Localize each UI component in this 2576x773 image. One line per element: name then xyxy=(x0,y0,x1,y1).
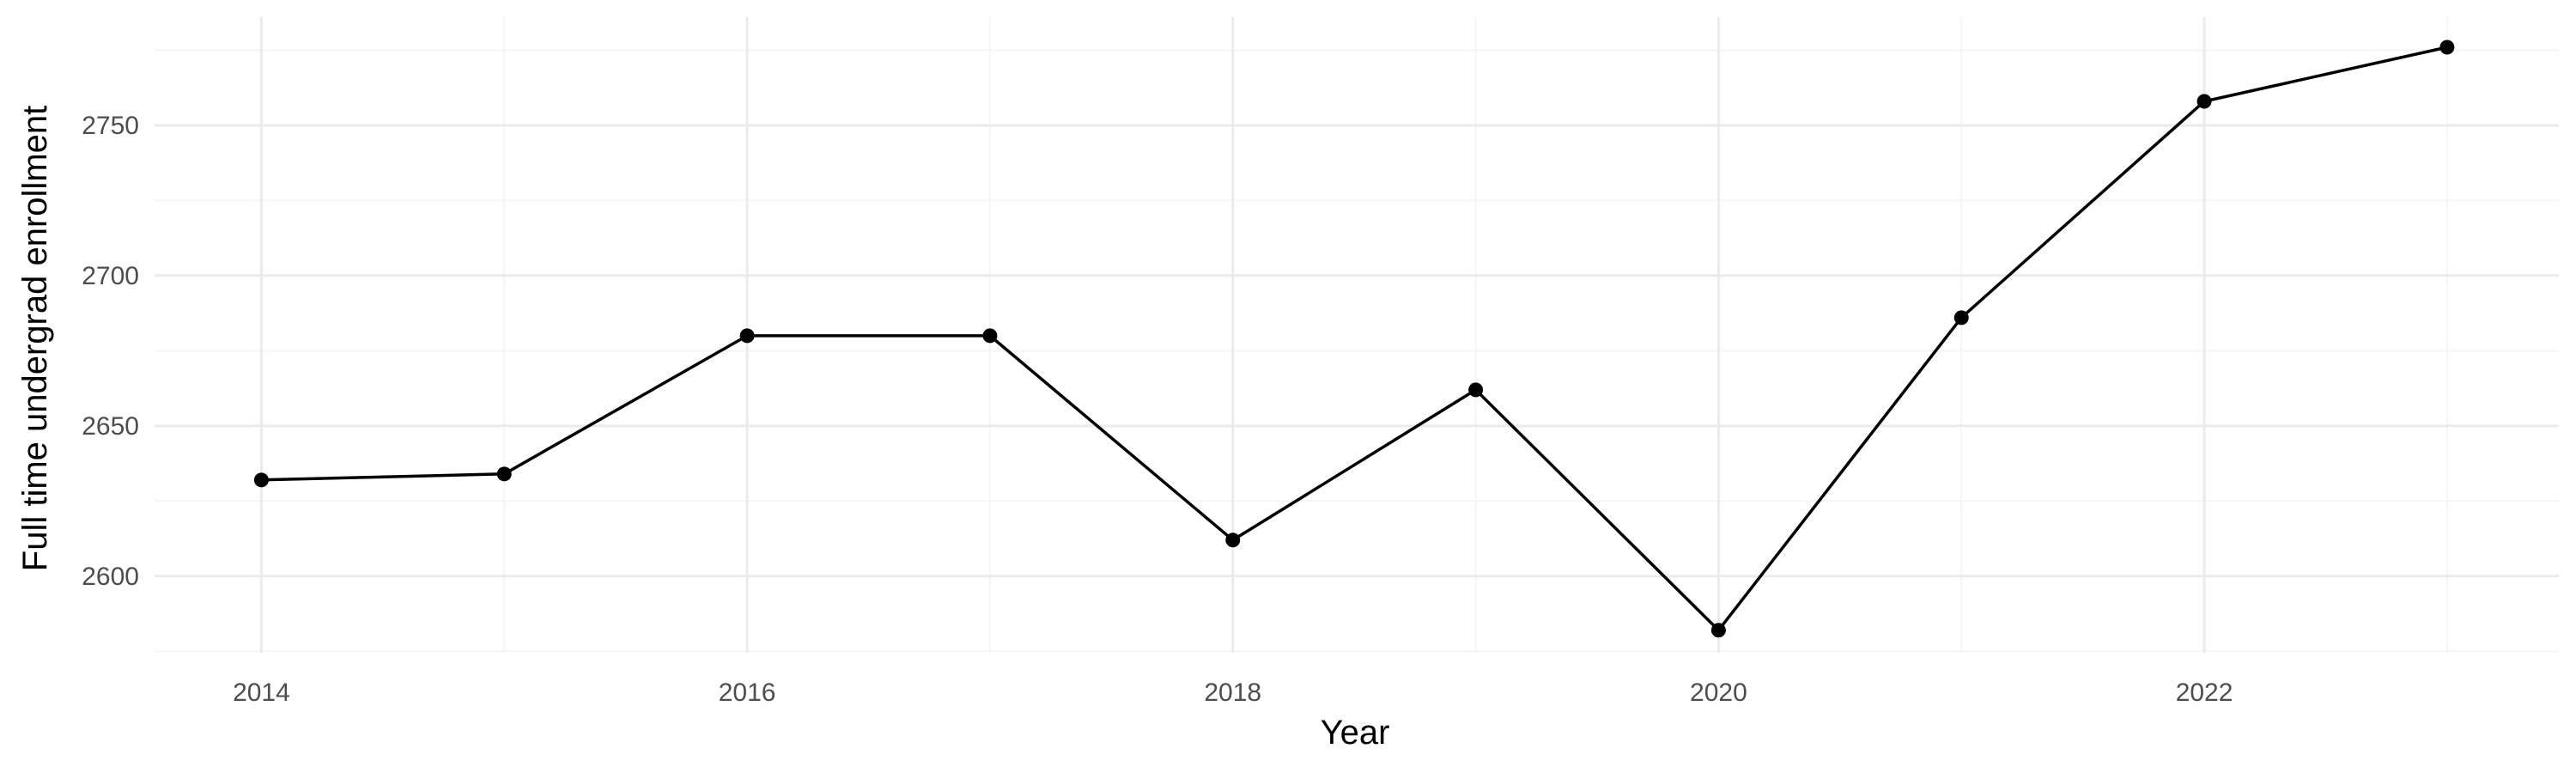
data-point xyxy=(1225,533,1241,548)
x-tick-label: 2018 xyxy=(1204,679,1261,707)
x-tick-label: 2016 xyxy=(719,679,776,707)
y-axis-ticks: 2600 2650 2700 2750 xyxy=(82,112,139,591)
y-tick-label: 2750 xyxy=(82,112,139,140)
y-tick-label: 2650 xyxy=(82,412,139,441)
data-point xyxy=(2439,40,2455,55)
y-axis-title: Full time undergrad enrollment xyxy=(16,106,54,571)
data-point xyxy=(496,466,512,482)
x-tick-label: 2020 xyxy=(1690,679,1747,707)
data-point xyxy=(253,472,269,488)
x-axis-ticks: 2014 2016 2018 2020 2022 xyxy=(233,679,2233,707)
y-tick-label: 2600 xyxy=(82,563,139,591)
data-point xyxy=(1953,310,1969,326)
x-tick-label: 2014 xyxy=(233,679,290,707)
minor-gridlines xyxy=(155,17,2559,653)
x-axis-title: Year xyxy=(1321,714,1390,752)
data-point xyxy=(1468,382,1484,398)
data-points xyxy=(253,40,2455,638)
series-line xyxy=(261,46,2448,632)
data-point xyxy=(1710,623,1726,638)
major-gridlines xyxy=(155,17,2559,653)
data-point xyxy=(739,328,755,344)
series-polyline xyxy=(261,46,2448,632)
data-point xyxy=(2196,94,2212,109)
data-point xyxy=(982,328,998,344)
y-tick-label: 2700 xyxy=(82,262,139,290)
x-tick-label: 2022 xyxy=(2176,679,2233,707)
